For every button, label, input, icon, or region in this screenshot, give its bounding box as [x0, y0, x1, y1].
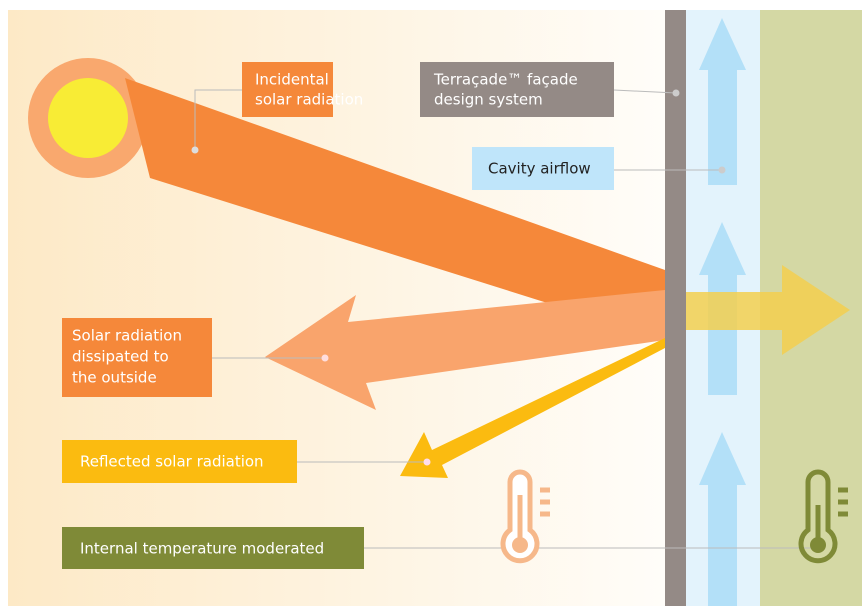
heat-through-arrow: [686, 265, 850, 355]
cavity-box: [472, 147, 614, 190]
dissipated-arrow: [265, 290, 665, 410]
internal-box: [62, 527, 364, 569]
facade-wall: [665, 10, 686, 606]
label: solar radiation: [255, 91, 363, 109]
label: the outside: [72, 369, 157, 387]
reflected-box: [62, 440, 297, 483]
label: Solar radiation: [72, 327, 182, 345]
leaders: [191, 89, 818, 549]
label: Reflected solar radiation: [80, 453, 264, 471]
incidental-box: [242, 62, 333, 117]
label: design system: [434, 91, 543, 109]
label: dissipated to: [72, 348, 169, 366]
label: Cavity airflow: [488, 160, 591, 178]
incident-beam: [125, 78, 665, 340]
reflected-arrow: [400, 338, 665, 478]
label: Internal temperature moderated: [80, 540, 324, 558]
thermometer-inside: [798, 469, 848, 564]
dissipated-box: [62, 318, 212, 397]
thermometer-outside: [500, 469, 550, 564]
label: Terraçade™ façade: [433, 71, 578, 89]
sun: [48, 78, 128, 158]
facade-box: [420, 62, 614, 117]
label: Incidental: [255, 71, 329, 89]
airflow-arrows: [699, 18, 746, 606]
